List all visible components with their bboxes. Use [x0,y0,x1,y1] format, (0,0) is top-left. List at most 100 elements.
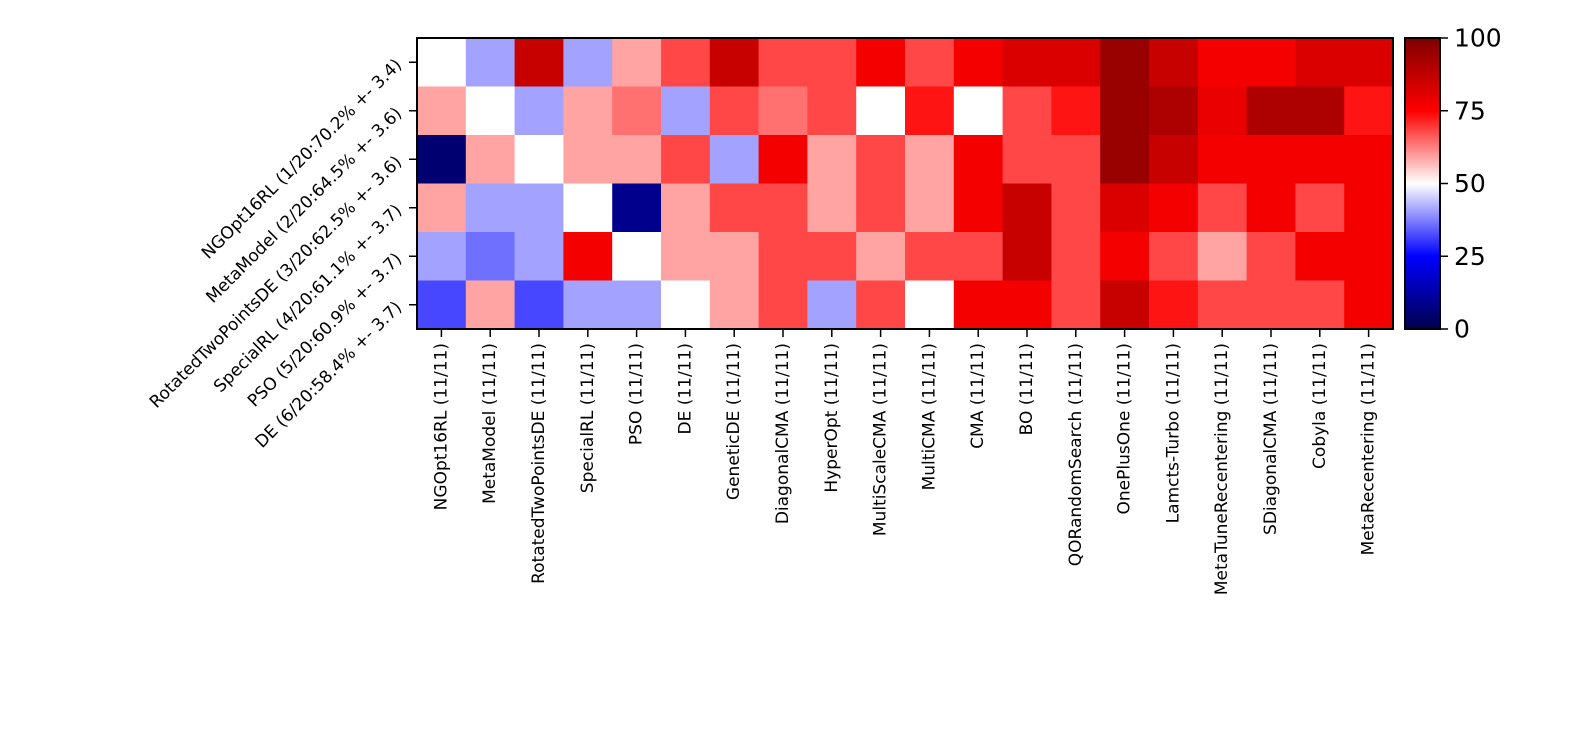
heatmap-cell [1002,38,1052,88]
heatmap-cell [514,38,564,88]
heatmap-cell [953,86,1004,136]
heatmap-cell [807,183,857,233]
heatmap-cell [758,86,808,136]
heatmap-cell [905,232,955,282]
x-tick-label: HyperOpt (11/11) [822,343,842,493]
heatmap-cell [1246,135,1296,185]
heatmap-cell [465,135,516,185]
heatmap-cell [563,280,613,330]
colorbar-tick-label: 75 [1454,96,1486,125]
x-tick-label: MultiScaleCMA (11/11) [871,343,891,536]
heatmap-cell [417,280,467,330]
heatmap-cell [953,183,1004,233]
heatmap-cell [905,280,955,330]
heatmap-cell [807,38,857,88]
x-tick-label: Cobyla (11/11) [1310,343,1330,469]
heatmap-cell [612,38,662,88]
heatmap-cell [465,280,516,330]
x-tick-label: GeneticDE (11/11) [724,343,744,500]
heatmap-cell [1100,232,1150,282]
heatmap-cell [856,86,906,136]
heatmap-cell [905,183,955,233]
heatmap-cell [1295,38,1345,88]
heatmap-cell [1051,232,1101,282]
heatmap-cell [953,135,1004,185]
heatmap-cell [514,280,564,330]
heatmap-cell [1295,280,1345,330]
heatmap-cell [1051,280,1101,330]
heatmap-cell [905,38,955,88]
x-tick-label: SDiagonalCMA (11/11) [1261,343,1281,535]
x-tick-label: DE (11/11) [675,343,695,435]
heatmap-cell [514,86,564,136]
heatmap-cell [758,38,808,88]
heatmap-cell [612,86,662,136]
heatmap-cell [856,232,906,282]
heatmap-cell [612,280,662,330]
heatmap-cell [953,38,1004,88]
heatmap-cell [417,86,467,136]
x-tick-label: SpecialRL (11/11) [578,343,598,493]
heatmap-cell [1295,232,1345,282]
heatmap-cell [905,86,955,136]
colorbar-tick-label: 25 [1454,242,1486,271]
heatmap-cell [417,232,467,282]
heatmap-cell [465,183,516,233]
heatmap-cell [417,135,467,185]
heatmap-cell [1295,183,1345,233]
heatmap-cell [465,38,516,88]
heatmap-cell [709,86,760,136]
x-tick-label: DiagonalCMA (11/11) [773,343,793,524]
heatmap-cell [465,86,516,136]
heatmap-cell [953,232,1004,282]
heatmap-cell [465,232,516,282]
heatmap-cell [1149,232,1199,282]
x-tick-label: NGOpt16RL (11/11) [431,343,451,510]
heatmap-cell [807,135,857,185]
heatmap-cell [661,38,711,88]
heatmap-cell [709,232,760,282]
heatmap-cell [1002,183,1052,233]
x-tick-label: Lamcts-Turbo (11/11) [1163,343,1183,523]
heatmap-cell [563,86,613,136]
heatmap-cell [1344,183,1394,233]
heatmap-cell [1197,135,1248,185]
x-tick-label: MetaTuneRecentering (11/11) [1212,343,1232,595]
heatmap-cell [905,135,955,185]
heatmap-cell [1295,135,1345,185]
x-tick-label: MultiCMA (11/11) [919,343,939,490]
heatmap-cell [1149,86,1199,136]
heatmap-cell [661,232,711,282]
heatmap-cell [563,38,613,88]
x-tick-label: RotatedTwoPointsDE (11/11) [529,343,549,584]
heatmap-cell [1051,38,1101,88]
heatmap-cell [758,135,808,185]
heatmap-cell [1149,135,1199,185]
heatmap-cell [417,183,467,233]
heatmap-cell [1197,280,1248,330]
heatmap-cell [1344,86,1394,136]
heatmap-cell [612,232,662,282]
heatmap-cell [514,135,564,185]
heatmap-cell [1149,183,1199,233]
heatmap-cell [1002,135,1052,185]
heatmap-cell [709,280,760,330]
heatmap-cell [856,183,906,233]
heatmap-cell [417,38,467,88]
heatmap-cell [1197,38,1248,88]
heatmap-cell [1051,135,1101,185]
heatmap-cell [563,232,613,282]
heatmap-cell [1002,86,1052,136]
plot-frame [416,37,1394,330]
heatmap-cell [1100,135,1150,185]
heatmap-cell [1002,232,1052,282]
heatmap-cells [417,38,1394,330]
heatmap-cell [514,232,564,282]
x-tick-label: PSO (11/11) [627,343,647,445]
heatmap-cell [1344,135,1394,185]
heatmap-cell [1100,280,1150,330]
heatmap-cell [807,232,857,282]
heatmap-cell [1246,86,1296,136]
